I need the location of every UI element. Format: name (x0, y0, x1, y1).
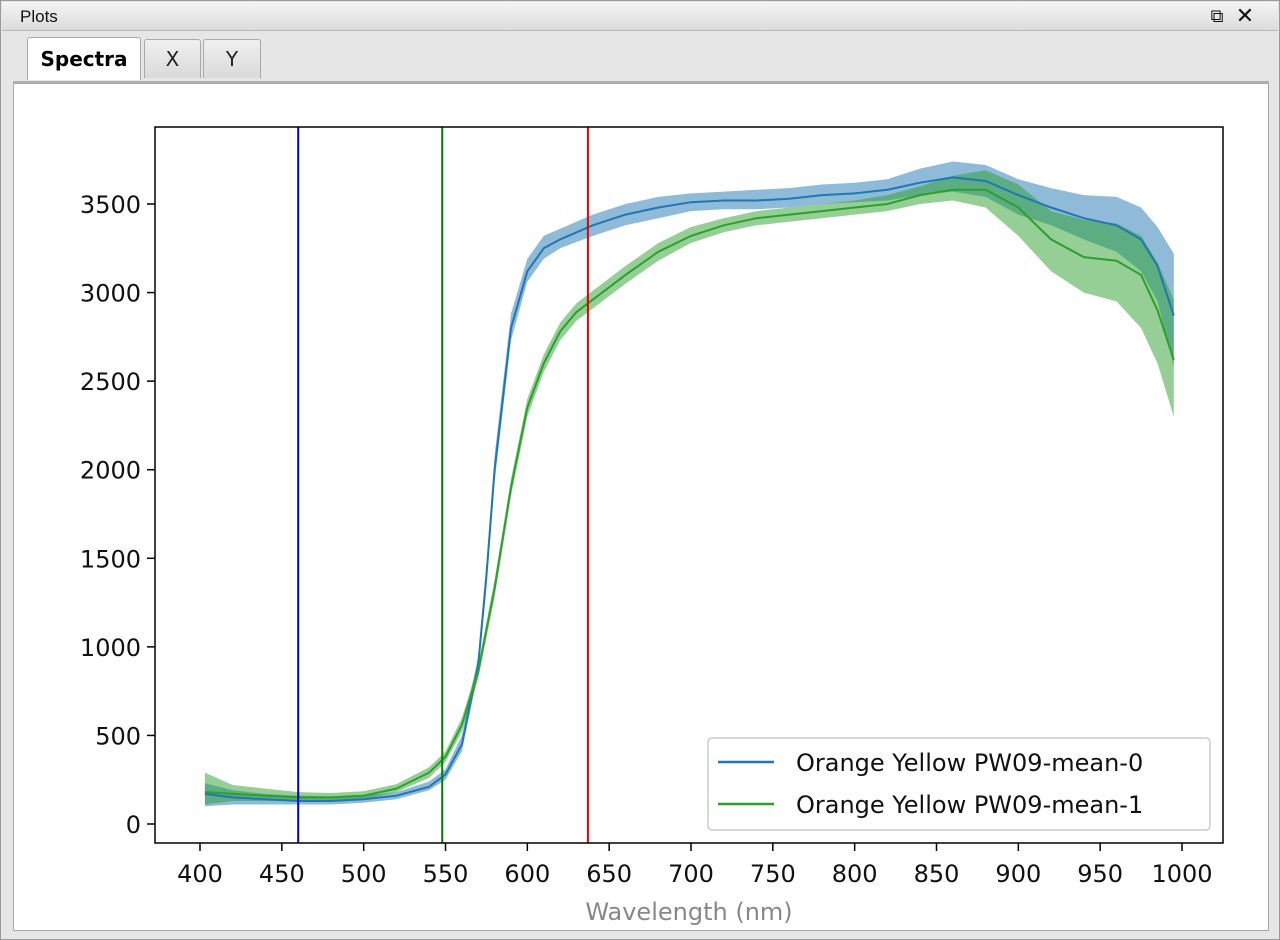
series-1-band (204, 170, 1174, 805)
panel-title: Plots (20, 7, 58, 26)
series-0-band (204, 161, 1174, 807)
axes-frame (154, 126, 1224, 844)
x-tick-label: 800 (832, 860, 878, 888)
legend-box (707, 737, 1211, 831)
legend-label-1: Orange Yellow PW09-mean-1 (796, 791, 1143, 819)
x-tick-label: 650 (586, 860, 632, 888)
x-tick-label: 900 (995, 860, 1041, 888)
tab-y[interactable]: Y (203, 39, 261, 78)
tab-strip: Spectra X Y (13, 31, 1269, 83)
x-tick-label: 600 (504, 860, 550, 888)
x-tick-label: 950 (1077, 860, 1123, 888)
x-tick-label: 750 (750, 860, 796, 888)
x-tick-label: 700 (668, 860, 714, 888)
x-tick-label: 1000 (1151, 860, 1212, 888)
x-tick-label: 850 (914, 860, 960, 888)
legend: Orange Yellow PW09-mean-0 Orange Yellow P… (707, 737, 1211, 831)
y-tick-label: 0 (126, 811, 141, 839)
y-tick-label: 2000 (80, 457, 141, 485)
x-tick-label: 500 (341, 860, 387, 888)
x-tick-label: 400 (177, 860, 223, 888)
plot-area: 400 450 500 550 600 650 700 750 800 850 900 950 1000… (13, 83, 1269, 931)
tab-x[interactable]: X (144, 39, 201, 78)
tab-spectra[interactable]: Spectra (27, 37, 141, 80)
y-tick-label: 1500 (80, 545, 141, 573)
panel-titlebar: Plots ⧉ ✕ (2, 2, 1278, 31)
series-0-line (204, 176, 1175, 802)
legend-label-0: Orange Yellow PW09-mean-0 (796, 749, 1143, 777)
x-axis-label: Wavelength (nm) (585, 898, 792, 926)
spectra-chart[interactable]: 400 450 500 550 600 650 700 750 800 850 900 950 1000… (14, 84, 1268, 930)
y-tick-label: 2500 (80, 368, 141, 396)
x-tick-label: 450 (259, 860, 305, 888)
y-tick-label: 500 (95, 722, 141, 750)
y-tick-label: 3000 (80, 280, 141, 308)
y-tick-label: 3500 (80, 191, 141, 219)
series-1-line (204, 188, 1175, 799)
y-tick-label: 1000 (80, 634, 141, 662)
restore-window-icon[interactable]: ⧉ (1210, 6, 1224, 27)
x-tick-label: 550 (423, 860, 469, 888)
close-icon[interactable]: ✕ (1235, 4, 1255, 29)
